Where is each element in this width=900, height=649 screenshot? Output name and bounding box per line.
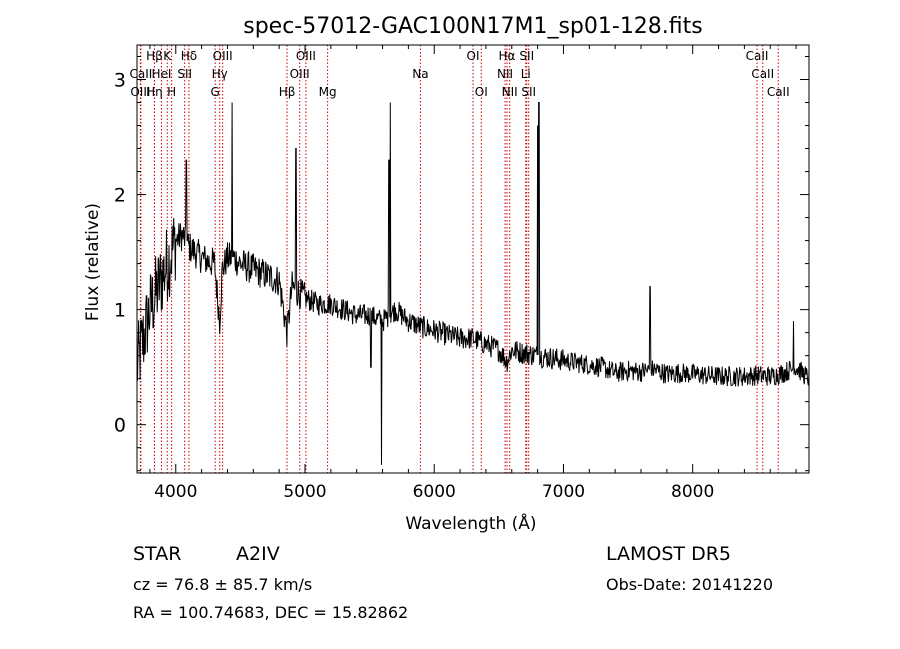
line-marker-label-1: CaII [129,67,152,81]
line-marker-label-17: OI [467,49,480,63]
y-axis-label: Flux (relative) [83,203,103,321]
line-marker-label-25: CaII [746,49,769,63]
line-marker-label-8: SII [177,67,192,81]
plot-frame [136,44,810,474]
y-tick-label-2: 2 [114,185,126,207]
x-tick-label-1: 5000 [283,482,326,502]
line-marker-label-24: SII [521,85,536,99]
line-marker-label-21: NII [502,85,518,99]
x-tick-label-4: 8000 [671,482,714,502]
line-marker-label-4: HeI [151,67,171,81]
line-marker-label-22: SII [519,49,534,63]
observation-date: Obs-Date: 20141220 [606,575,773,594]
survey-name: LAMOST DR5 [606,543,731,565]
line-marker-label-20: NII [497,67,513,81]
line-marker-label-15: Mg [319,85,337,99]
redshift-velocity: cz = 76.8 ± 85.7 km/s [133,575,312,594]
line-marker-label-7: Hδ [181,49,197,63]
line-marker-label-6: H [167,85,176,99]
object-class: STAR [133,543,181,565]
coordinates: RA = 100.74683, DEC = 15.82862 [133,603,408,622]
line-marker-label-0: Hβ [146,49,163,63]
line-marker-label-13: OIII [296,49,316,63]
line-marker-label-19: Hα [499,49,516,63]
x-tick-label-0: 4000 [154,482,197,502]
line-marker-label-11: G [211,85,220,99]
line-marker-label-2: OIII [130,85,150,99]
x-axis-label: Wavelength (Å) [405,512,536,534]
y-tick-label-1: 1 [114,300,126,322]
y-tick-label-3: 3 [114,70,126,92]
line-marker-label-12: Hβ [279,85,296,99]
spectrum-series [136,102,810,465]
line-marker-label-3: Hη [146,85,163,99]
line-marker-label-26: CaII [751,67,774,81]
line-marker-label-14: OIII [290,67,310,81]
x-axis-ticks: 4000 5000 6000 7000 8000 [149,45,797,502]
line-marker-label-5: K [163,49,172,63]
line-marker-label-18: OI [475,85,488,99]
line-marker-label-16: Na [412,67,428,81]
y-axis-ticks: 0 1 2 3 [114,56,809,472]
line-marker-label-10: Hγ [212,67,228,81]
x-tick-label-3: 7000 [542,482,585,502]
object-subclass: A2IV [236,543,280,565]
chart-title: spec-57012-GAC100N17M1_sp01-128.fits [243,14,703,39]
line-marker-label-9: OIII [213,49,233,63]
y-tick-label-0: 0 [114,415,126,437]
line-marker-label-27: CaII [767,85,790,99]
x-tick-label-2: 6000 [413,482,456,502]
spectrum-line [136,102,810,465]
line-markers [139,45,779,473]
line-marker-label-23: Li [521,67,531,81]
